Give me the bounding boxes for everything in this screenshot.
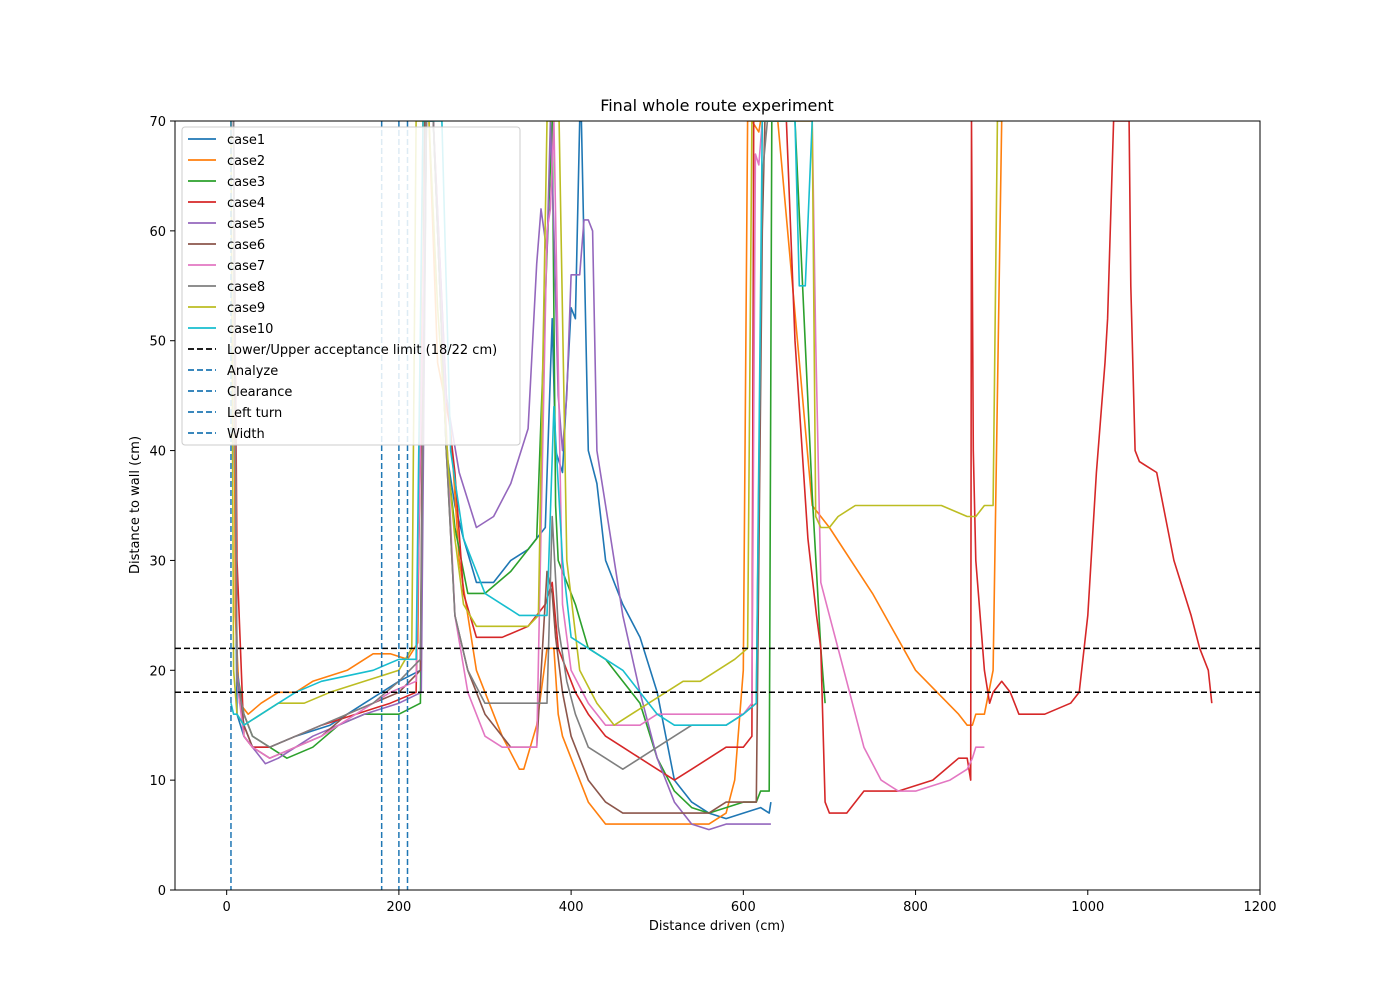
legend-label: case1 xyxy=(227,133,265,148)
legend-label: case5 xyxy=(227,217,265,232)
legend-label: case4 xyxy=(227,196,265,211)
legend-label: Left turn xyxy=(227,406,282,421)
y-tick-label: 40 xyxy=(149,445,166,460)
legend-label: Lower/Upper acceptance limit (18/22 cm) xyxy=(227,343,497,358)
series-line-case9 xyxy=(230,121,1002,727)
legend-label: case6 xyxy=(227,238,265,253)
series-line-case1 xyxy=(232,121,772,820)
series-line-case5 xyxy=(232,121,771,831)
y-tick-label: 60 xyxy=(149,225,166,240)
series-line-case7 xyxy=(232,121,985,792)
x-tick-label: 1200 xyxy=(1243,900,1276,915)
x-axis-ticks: 0 200 400 600 800 1000 1200 xyxy=(223,890,1277,915)
x-tick-label: 0 xyxy=(223,900,231,915)
y-tick-label: 50 xyxy=(149,335,166,350)
legend-label: case3 xyxy=(227,175,265,190)
x-tick-label: 1000 xyxy=(1071,900,1104,915)
legend-box xyxy=(181,126,521,446)
x-tick-label: 200 xyxy=(386,900,411,915)
y-tick-label: 10 xyxy=(149,774,166,789)
chart-title: Final whole route experiment xyxy=(600,96,834,115)
x-tick-label: 800 xyxy=(903,900,928,915)
series-line-case6 xyxy=(232,121,771,814)
legend: case1 case2 case3 case4 case5 case6 case7 case8… xyxy=(181,126,521,446)
series-line-case10 xyxy=(230,121,813,727)
y-axis-label: Distance to wall (cm) xyxy=(128,436,143,574)
x-axis-label: Distance driven (cm) xyxy=(649,919,785,934)
legend-label: case7 xyxy=(227,259,265,274)
y-tick-label: 30 xyxy=(149,554,166,569)
y-tick-label: 70 xyxy=(149,115,166,130)
y-axis-ticks: 0 10 20 30 40 50 60 70 xyxy=(149,115,175,899)
legend-label: case8 xyxy=(227,280,265,295)
x-tick-label: 600 xyxy=(731,900,756,915)
legend-label: case10 xyxy=(227,322,273,337)
y-tick-label: 20 xyxy=(149,664,166,679)
legend-label: case2 xyxy=(227,154,265,169)
legend-label: Clearance xyxy=(227,385,292,400)
legend-label: Analyze xyxy=(227,364,278,379)
plot-frame xyxy=(174,120,1261,891)
legend-label: case9 xyxy=(227,301,265,316)
y-tick-label: 0 xyxy=(158,884,166,899)
x-tick-label: 400 xyxy=(559,900,584,915)
legend-label: Width xyxy=(227,427,265,442)
